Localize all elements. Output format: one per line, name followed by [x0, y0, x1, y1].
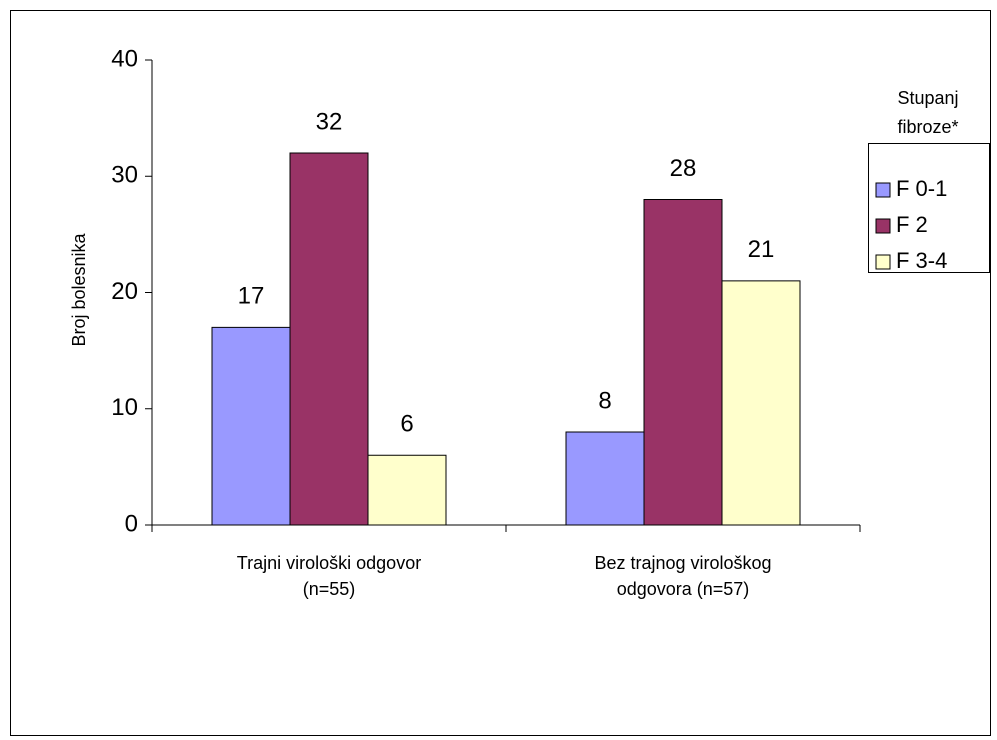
x-tick-label: Trajni virološki odgovor [237, 553, 421, 573]
value-label: 21 [748, 236, 775, 263]
value-label: 6 [400, 411, 413, 438]
bar [289, 152, 369, 526]
legend-swatch [875, 182, 891, 198]
value-label: 17 [238, 283, 265, 310]
x-tick-label: (n=55) [303, 579, 356, 599]
value-label: 8 [598, 387, 611, 414]
y-tick-label: 30 [111, 162, 138, 189]
bar [721, 280, 801, 526]
legend-swatch [875, 218, 891, 234]
value-label: 32 [316, 108, 343, 135]
legend-label: F 0-1 [896, 176, 947, 201]
chart-frame [10, 10, 991, 736]
y-tick-label: 40 [111, 45, 138, 72]
y-axis-label: Broj bolesnika [69, 232, 89, 346]
y-tick-label: 20 [111, 278, 138, 305]
legend-box [868, 143, 990, 273]
legend-label: F 3-4 [896, 248, 947, 273]
legend-title: fibroze* [897, 117, 958, 137]
y-tick-label: 0 [125, 510, 138, 537]
y-tick-label: 10 [111, 394, 138, 421]
x-tick-label: odgovora (n=57) [617, 579, 750, 599]
bar [565, 431, 645, 526]
x-tick-label: Bez trajnog virološkog [594, 553, 771, 573]
bar [367, 454, 447, 526]
legend-label: F 2 [896, 212, 928, 237]
value-label: 28 [670, 155, 697, 182]
legend-title: Stupanj [897, 88, 958, 108]
bar [211, 326, 291, 526]
bar [643, 199, 723, 526]
legend-swatch [875, 254, 891, 270]
